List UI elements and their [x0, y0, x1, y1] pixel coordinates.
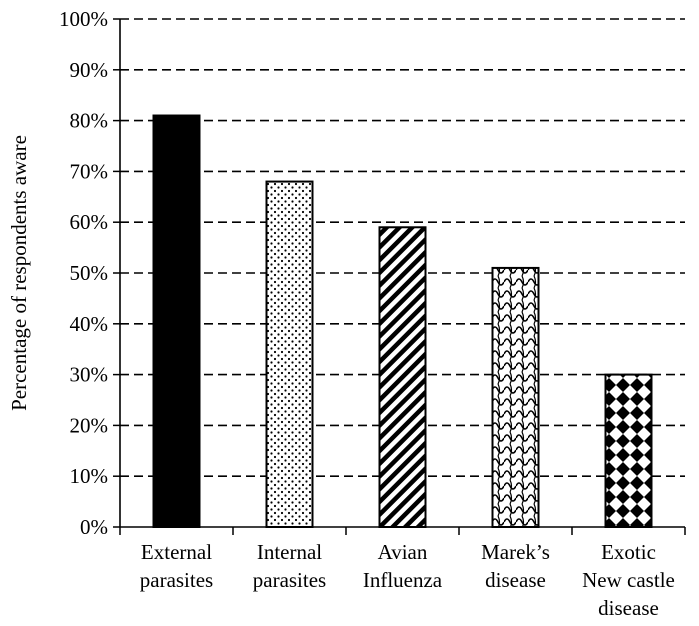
x-category-label: New castle — [582, 568, 675, 592]
x-category-label: parasites — [253, 568, 326, 592]
y-tick-label: 90% — [70, 58, 109, 82]
y-tick-label: 100% — [59, 7, 108, 31]
y-tick-label: 0% — [80, 515, 108, 539]
x-category-label: Avian — [378, 540, 428, 564]
y-tick-labels: 0% 10% 20% 30% 40% 50% 60% 70% 80% 90% 100% — [59, 7, 108, 539]
x-category-label: Influenza — [363, 568, 443, 592]
bar — [265, 180, 314, 528]
y-tick-label: 40% — [70, 312, 109, 336]
bar — [491, 266, 540, 528]
x-category-label: Marek’s — [481, 540, 550, 564]
x-category-label: disease — [598, 596, 659, 620]
x-category-label: disease — [485, 568, 546, 592]
x-category-labels: External parasites Internal parasites Avian I… — [140, 540, 675, 620]
y-tick-label: 20% — [70, 413, 109, 437]
y-tick-label: 30% — [70, 363, 109, 387]
x-category-label: Internal — [257, 540, 322, 564]
y-axis-label: Percentage of respondents aware — [7, 135, 31, 411]
bar — [378, 226, 427, 528]
y-tick-label: 80% — [70, 109, 109, 133]
x-category-label: External — [141, 540, 212, 564]
x-category-label: parasites — [140, 568, 213, 592]
axes — [119, 19, 686, 535]
bars — [152, 114, 653, 529]
y-tick-label: 50% — [70, 261, 109, 285]
x-category-label: Exotic — [601, 540, 656, 564]
y-tick-label: 60% — [70, 210, 109, 234]
y-tick-label: 70% — [70, 159, 109, 183]
bar — [152, 114, 201, 529]
bar — [604, 373, 653, 528]
y-tick-label: 10% — [70, 464, 109, 488]
